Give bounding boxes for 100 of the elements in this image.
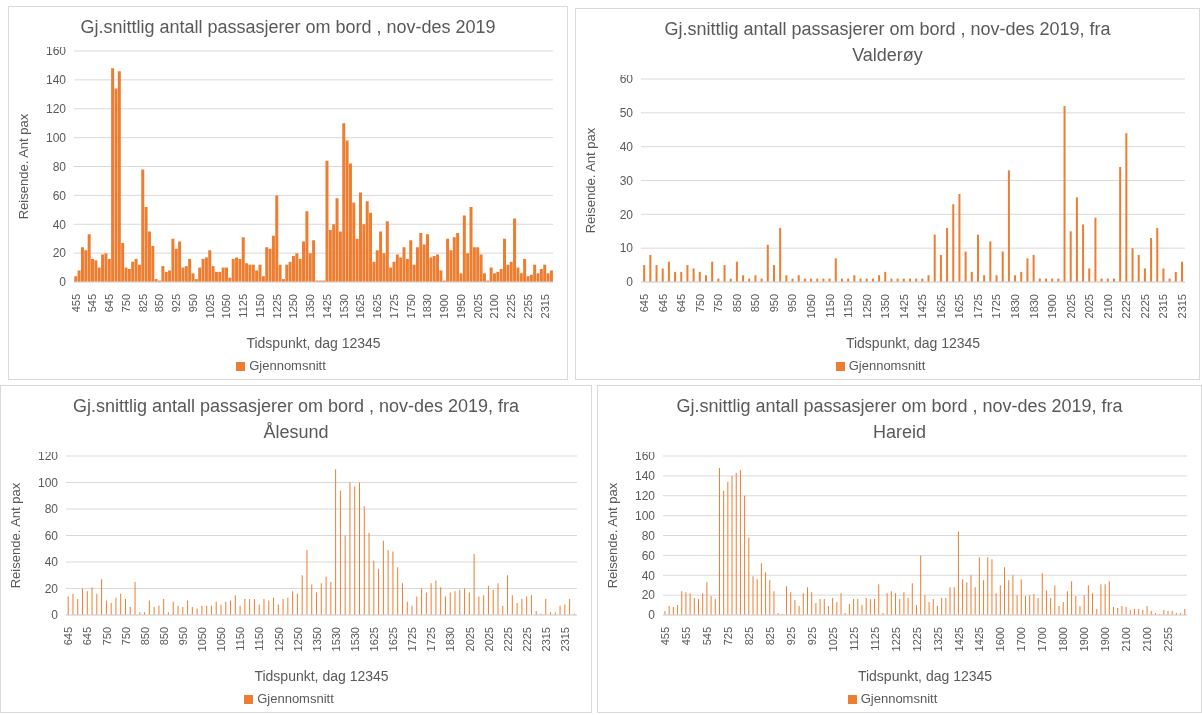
- x-tick-label: 2315: [1175, 294, 1188, 319]
- legend-label: Gjennomsnitt: [257, 691, 334, 706]
- x-tick-label: 645: [656, 294, 669, 313]
- chart-title: Gj.snittlig antall passasjerer om bord , nov-des 2019, fra Hareid: [675, 395, 1124, 444]
- x-tick-label: 1250: [860, 294, 873, 319]
- x-tick-label: 2100: [1120, 627, 1133, 652]
- x-tick-label: 1125: [847, 627, 860, 651]
- x-tick-label: 645: [675, 294, 688, 313]
- x-axis-title: Tidspunkt, dag 12345: [857, 668, 993, 684]
- x-tick-label: 2225: [505, 294, 518, 319]
- y-tick-label: 0: [626, 275, 634, 290]
- x-tick-label: 750: [119, 627, 132, 646]
- x-tick-label: 1350: [879, 294, 892, 319]
- x-tick-label: 1150: [823, 294, 836, 318]
- x-tick-label: 1350: [304, 294, 317, 319]
- x-tick-label: 1625: [387, 627, 400, 652]
- y-tick-label: 20: [52, 246, 67, 261]
- x-tick-label: 1725: [387, 294, 400, 319]
- x-tick-label: 1625: [371, 294, 384, 319]
- x-tick-label: 2315: [539, 627, 552, 652]
- y-tick-label: 40: [619, 139, 634, 154]
- x-tick-label: 1050: [215, 627, 228, 652]
- x-tick-label: 1425: [320, 294, 333, 319]
- x-tick-label: 1625: [354, 294, 367, 319]
- y-tick-label: 100: [634, 508, 656, 523]
- x-tick-label: 750: [119, 294, 132, 313]
- x-tick-label: 1225: [910, 627, 923, 652]
- x-tick-label: 2315: [1157, 294, 1170, 319]
- x-tick-label: 1225: [889, 627, 902, 652]
- x-tick-label: 455: [69, 294, 82, 313]
- x-tick-label: 1150: [234, 627, 247, 651]
- x-tick-label: 1625: [934, 294, 947, 319]
- legend-label: Gjennomsnitt: [860, 691, 938, 706]
- x-tick-label: 2255: [521, 294, 534, 319]
- x-tick-label: 925: [170, 294, 183, 313]
- chart-title: Gj.snittlig antall passasjerer om bord , nov-des 2019: [80, 16, 496, 39]
- x-tick-label: 725: [721, 627, 734, 646]
- x-tick-label: 1830: [1027, 294, 1040, 319]
- x-tick-label: 1725: [990, 294, 1003, 319]
- y-tick-label: 120: [37, 449, 59, 464]
- x-tick-label: 545: [701, 627, 714, 646]
- x-tick-label: 950: [177, 627, 189, 646]
- y-tick-label: 40: [52, 217, 67, 232]
- x-tick-label: 1900: [1046, 294, 1059, 319]
- x-tick-label: 1350: [310, 627, 323, 652]
- x-tick-label: 2225: [1138, 294, 1151, 319]
- x-tick-label: 1900: [1078, 627, 1091, 652]
- x-tick-label: 850: [157, 627, 170, 646]
- y-tick-label: 160: [634, 449, 656, 464]
- y-tick-label: 160: [45, 44, 67, 59]
- x-tick-label: 545: [86, 294, 99, 313]
- x-tick-label: 825: [136, 294, 149, 313]
- x-tick-label: 1830: [421, 294, 434, 319]
- x-tick-label: 1025: [826, 627, 839, 652]
- x-tick-label: 1800: [1057, 627, 1070, 652]
- chart-title: Gj.snittlig antall passasjerer om bord , nov-des 2019, fra Ålesund: [71, 395, 521, 444]
- x-tick-label: 1625: [953, 294, 966, 319]
- y-tick-label: 0: [59, 275, 67, 290]
- x-tick-label: 2025: [1064, 294, 1077, 319]
- x-tick-label: 1150: [253, 627, 266, 651]
- x-tick-label: 1950: [454, 294, 467, 319]
- x-tick-label: 2315: [538, 294, 551, 319]
- x-tick-label: 2225: [1120, 294, 1133, 319]
- x-tick-label: 1425: [973, 627, 986, 652]
- x-tick-label: 2255: [1162, 627, 1175, 652]
- x-tick-label: 1830: [1009, 294, 1021, 319]
- x-tick-label: 1725: [425, 627, 438, 652]
- x-tick-label: 1600: [994, 627, 1007, 652]
- x-tick-label: 1530: [348, 627, 361, 652]
- x-tick-label: 950: [786, 294, 799, 313]
- x-tick-label: 750: [712, 294, 725, 313]
- y-tick-label: 10: [619, 241, 634, 256]
- y-tick-label: 30: [619, 173, 634, 188]
- y-tick-label: 20: [44, 581, 59, 596]
- y-tick-label: 120: [634, 489, 656, 504]
- x-tick-label: 1725: [406, 627, 419, 652]
- x-tick-label: 1250: [291, 627, 304, 652]
- x-tick-label: 645: [62, 627, 75, 646]
- x-tick-label: 1150: [842, 294, 855, 318]
- x-tick-label: 1425: [952, 627, 965, 652]
- y-tick-label: 50: [619, 106, 634, 121]
- y-tick-label: 100: [45, 130, 67, 145]
- x-axis-title: Tidspunkt, dag 12345: [246, 335, 381, 351]
- x-tick-label: 1125: [868, 627, 881, 651]
- x-tick-label: 2225: [520, 627, 533, 652]
- x-tick-label: 2025: [463, 627, 476, 652]
- y-tick-label: 80: [52, 159, 67, 174]
- y-tick-label: 80: [641, 528, 656, 543]
- x-tick-label: 1830: [444, 627, 457, 652]
- y-tick-label: 120: [45, 102, 67, 117]
- x-tick-label: 750: [100, 627, 113, 646]
- x-tick-label: 2100: [488, 294, 501, 319]
- x-axis-title: Tidspunkt, dag 12345: [845, 335, 981, 351]
- y-tick-label: 60: [52, 188, 67, 203]
- x-tick-label: 925: [805, 627, 818, 646]
- x-tick-label: 1025: [203, 294, 216, 319]
- x-tick-label: 2225: [501, 627, 514, 652]
- y-tick-label: 40: [641, 568, 656, 583]
- x-tick-label: 925: [784, 627, 797, 646]
- x-tick-label: 850: [730, 294, 743, 313]
